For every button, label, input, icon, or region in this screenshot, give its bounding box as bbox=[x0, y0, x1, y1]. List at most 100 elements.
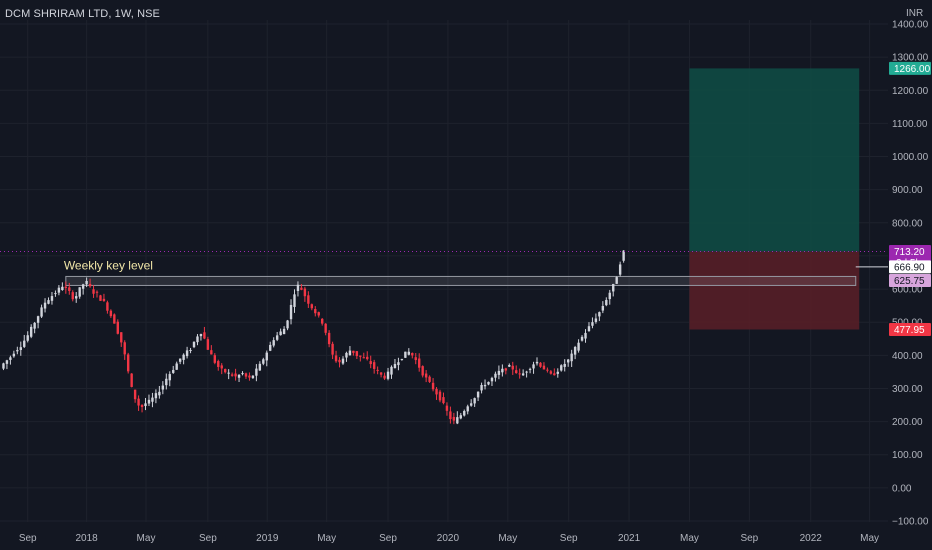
candle-body bbox=[126, 354, 130, 372]
candle-body bbox=[300, 287, 303, 290]
candle-body bbox=[400, 358, 404, 360]
candle-body bbox=[584, 332, 587, 339]
candle-body bbox=[23, 340, 26, 347]
price-tag-bg bbox=[889, 61, 931, 75]
price-tag-bg bbox=[889, 260, 931, 274]
candle-body bbox=[553, 373, 556, 376]
price-tag-label: 1266.00 bbox=[894, 64, 931, 75]
candle-body bbox=[508, 365, 511, 367]
candle-body bbox=[535, 361, 539, 364]
candle-body bbox=[612, 284, 615, 292]
candle-body bbox=[175, 363, 178, 370]
y-tick-label: 1300.00 bbox=[892, 53, 929, 64]
chart-title: DCM SHRIRAM LTD, 1W, NSE bbox=[5, 8, 160, 20]
x-tick-label: Sep bbox=[560, 533, 578, 544]
candle-body bbox=[542, 365, 546, 370]
y-tick-label: −100.00 bbox=[892, 517, 929, 528]
candle-body bbox=[220, 365, 223, 369]
candle-body bbox=[622, 250, 625, 261]
weekly-key-level: Weekly key level bbox=[64, 258, 857, 286]
candle-body bbox=[456, 417, 459, 424]
price-tag-label: 477.95 bbox=[894, 325, 925, 336]
x-tick-label: May bbox=[317, 533, 336, 544]
y-tick-label: 100.00 bbox=[892, 450, 923, 461]
candle-body bbox=[362, 357, 365, 359]
candle-body bbox=[442, 397, 445, 404]
candle-body bbox=[573, 346, 577, 355]
candle-body bbox=[494, 373, 497, 378]
candle-body bbox=[566, 359, 570, 363]
y-tick-label: 800.00 bbox=[892, 218, 923, 229]
candle-body bbox=[33, 322, 36, 329]
candle-body bbox=[348, 350, 352, 356]
candle-body bbox=[2, 363, 5, 369]
candle-body bbox=[345, 352, 348, 358]
candle-body bbox=[591, 322, 594, 326]
candle-body bbox=[81, 284, 85, 289]
candle-body bbox=[452, 416, 456, 421]
x-tick-label: Sep bbox=[740, 533, 758, 544]
candle-body bbox=[47, 300, 50, 304]
candle-body bbox=[324, 323, 327, 333]
candle-body bbox=[102, 298, 106, 302]
candle-body bbox=[476, 391, 480, 398]
candle-body bbox=[459, 415, 462, 419]
candle-body bbox=[40, 307, 43, 317]
y-tick-label: 1100.00 bbox=[892, 119, 928, 130]
candle-body bbox=[227, 372, 230, 374]
y-tick-label: 400.00 bbox=[892, 351, 923, 362]
candle-body bbox=[293, 294, 296, 307]
candle-body bbox=[182, 354, 185, 360]
candle-body bbox=[372, 362, 376, 369]
candle-body bbox=[196, 336, 199, 343]
candle-body bbox=[469, 403, 473, 406]
candle-body bbox=[404, 351, 407, 358]
candle-body bbox=[321, 318, 324, 324]
candle-body bbox=[379, 372, 383, 375]
candle-body bbox=[601, 306, 605, 311]
candle-body bbox=[366, 356, 369, 360]
candle-body bbox=[528, 368, 532, 370]
candle-body bbox=[556, 371, 559, 374]
candle-body bbox=[92, 289, 95, 294]
candle-body bbox=[407, 351, 411, 355]
x-tick-label: 2020 bbox=[437, 533, 460, 544]
candle-body bbox=[168, 374, 171, 381]
candle-body bbox=[151, 397, 154, 402]
candle-body bbox=[397, 362, 400, 366]
candle-body bbox=[393, 364, 397, 369]
key-level-box bbox=[65, 275, 857, 286]
candle-body bbox=[36, 316, 40, 323]
candle-body bbox=[113, 314, 116, 324]
x-tick-label: Sep bbox=[379, 533, 397, 544]
candle-body bbox=[248, 375, 251, 378]
candle-body bbox=[424, 373, 428, 378]
candle-body bbox=[19, 347, 22, 350]
candle-body bbox=[560, 365, 563, 371]
candle-body bbox=[518, 373, 521, 375]
candle-body bbox=[106, 302, 109, 311]
candle-body bbox=[61, 286, 64, 291]
candle-body bbox=[5, 360, 9, 364]
y-tick-label: 600.00 bbox=[892, 285, 923, 296]
candle-body bbox=[438, 391, 442, 401]
y-tick-label: 1200.00 bbox=[892, 86, 929, 97]
candle-body bbox=[521, 373, 525, 376]
candle-body bbox=[490, 377, 494, 382]
candle-body bbox=[580, 336, 584, 341]
price-tag-bg bbox=[889, 323, 931, 337]
candle-body bbox=[123, 342, 126, 355]
candle-body bbox=[539, 362, 542, 367]
candle-body bbox=[289, 304, 293, 320]
candle-body bbox=[234, 373, 237, 377]
candle-body bbox=[338, 359, 341, 363]
y-tick-label: 900.00 bbox=[892, 185, 923, 196]
candle-body bbox=[615, 277, 618, 284]
candle-body bbox=[445, 405, 449, 411]
time-axis[interactable]: Sep 2018 May Sep 2019 May Sep 2020 May Sep 2021 May… bbox=[19, 533, 879, 544]
candle-body bbox=[57, 287, 61, 293]
candle-body bbox=[206, 339, 210, 350]
candle-body bbox=[421, 366, 424, 376]
candle-body bbox=[618, 264, 622, 275]
